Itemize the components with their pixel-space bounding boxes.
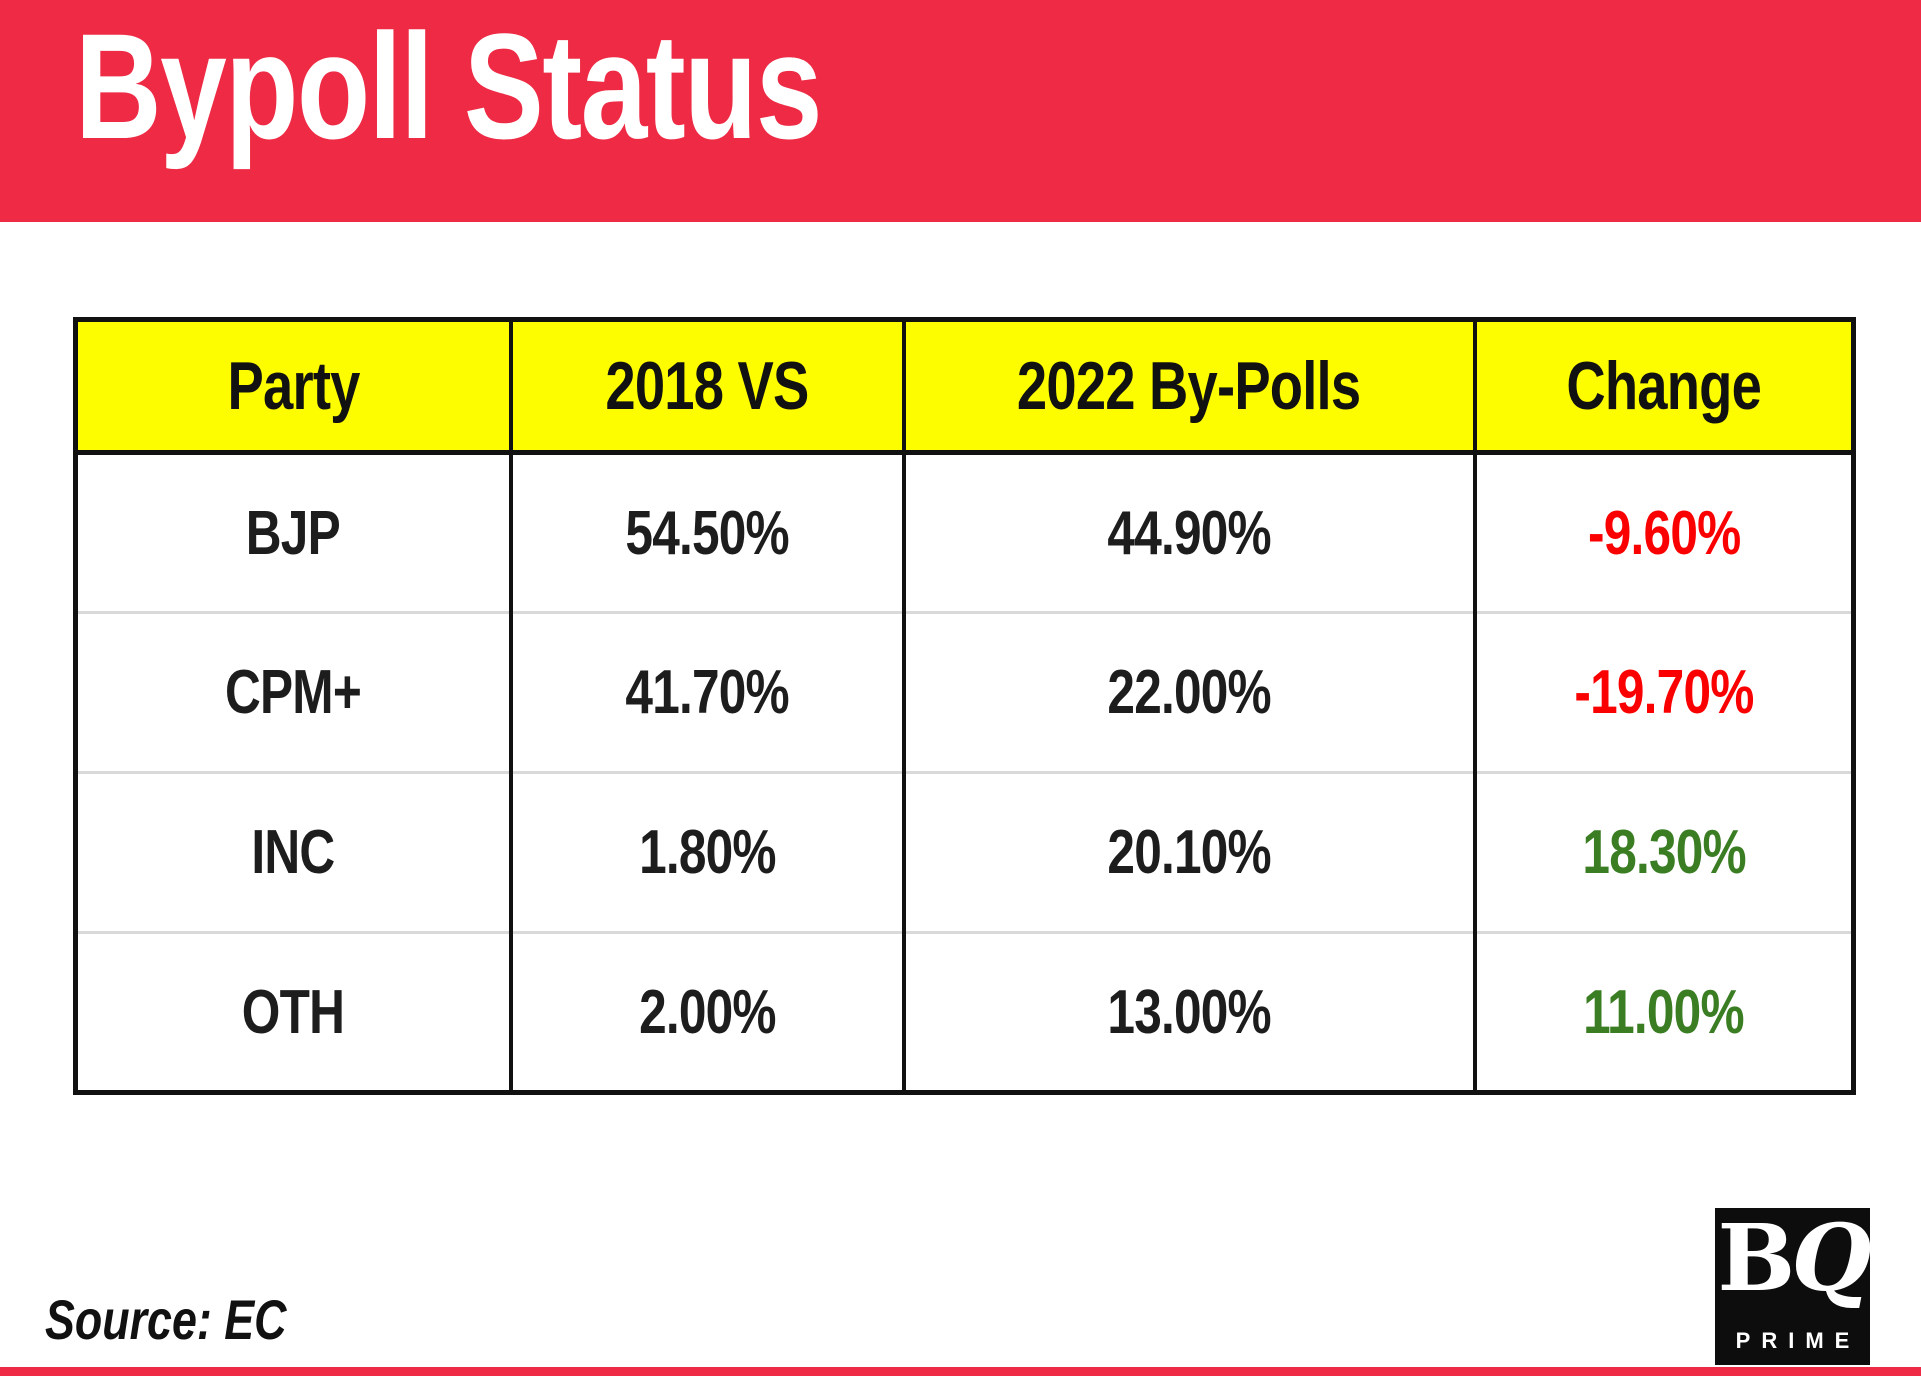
change-cell: 18.30% bbox=[1474, 771, 1854, 933]
change-value: 11.00% bbox=[1583, 977, 1745, 1047]
vs-2018-value: 41.70% bbox=[625, 658, 789, 727]
bq-logo-monogram: BQ bbox=[1715, 1208, 1872, 1308]
vs-2018-value: 2.00% bbox=[638, 977, 776, 1047]
change-value: -19.70% bbox=[1574, 658, 1754, 727]
change-cell: -9.60% bbox=[1474, 452, 1854, 613]
bottom-red-strip bbox=[0, 1367, 1921, 1376]
column-header-change: Change bbox=[1474, 319, 1854, 455]
column-header-party: Party bbox=[75, 319, 513, 455]
change-cell: -19.70% bbox=[1474, 611, 1854, 773]
table-header-row: Party 2018 VS 2022 By-Polls Change bbox=[75, 319, 1854, 455]
bypolls-2022-cell: 13.00% bbox=[903, 931, 1477, 1093]
party-cell: INC bbox=[75, 771, 513, 933]
bypolls-2022-value: 20.10% bbox=[1107, 818, 1271, 887]
header-banner: Bypoll Status bbox=[0, 0, 1921, 222]
party-name: CPM+ bbox=[225, 658, 362, 727]
bypolls-2022-value: 44.90% bbox=[1107, 498, 1271, 568]
change-value: -9.60% bbox=[1587, 498, 1741, 568]
bq-logo-q: Q bbox=[1791, 1204, 1871, 1312]
party-name: INC bbox=[251, 818, 336, 887]
table-row-oth: OTH 2.00% 13.00% 11.00% bbox=[75, 931, 1854, 1093]
vs-2018-cell: 1.80% bbox=[510, 771, 906, 933]
bypolls-2022-cell: 44.90% bbox=[903, 452, 1477, 613]
source-note: Source: EC bbox=[45, 1288, 287, 1351]
column-header-party-label: Party bbox=[227, 348, 360, 424]
bq-logo-prime-label: PRIME bbox=[1735, 1328, 1861, 1353]
change-value: 18.30% bbox=[1582, 818, 1746, 887]
party-name: OTH bbox=[242, 977, 345, 1047]
table-row-bjp: BJP 54.50% 44.90% -9.60% bbox=[75, 452, 1854, 613]
vs-2018-value: 1.80% bbox=[638, 818, 776, 887]
vs-2018-cell: 41.70% bbox=[510, 611, 906, 773]
table-row-cpm: CPM+ 41.70% 22.00% -19.70% bbox=[75, 611, 1854, 773]
column-header-change-label: Change bbox=[1566, 348, 1762, 424]
bypolls-2022-cell: 22.00% bbox=[903, 611, 1477, 773]
column-header-2022-bypolls: 2022 By-Polls bbox=[903, 319, 1477, 455]
party-cell: CPM+ bbox=[75, 611, 513, 773]
change-cell: 11.00% bbox=[1474, 931, 1854, 1093]
bypolls-2022-value: 13.00% bbox=[1107, 977, 1271, 1047]
page-title: Bypoll Status bbox=[75, 2, 823, 170]
party-cell: BJP bbox=[75, 452, 513, 613]
column-header-2018-vs: 2018 VS bbox=[510, 319, 906, 455]
vs-2018-cell: 2.00% bbox=[510, 931, 906, 1093]
column-header-2018-vs-label: 2018 VS bbox=[605, 348, 809, 424]
bypolls-2022-value: 22.00% bbox=[1107, 658, 1271, 727]
bypolls-2022-cell: 20.10% bbox=[903, 771, 1477, 933]
vs-2018-cell: 54.50% bbox=[510, 452, 906, 613]
party-cell: OTH bbox=[75, 931, 513, 1093]
bypoll-table: Party 2018 VS 2022 By-Polls Change BJP 5… bbox=[73, 317, 1856, 1095]
vs-2018-value: 54.50% bbox=[625, 498, 789, 568]
column-header-2022-bypolls-label: 2022 By-Polls bbox=[1017, 348, 1361, 424]
bq-logo-b: B bbox=[1717, 1204, 1796, 1312]
party-name: BJP bbox=[246, 498, 341, 568]
bq-prime-logo: BQ PRIME bbox=[1715, 1208, 1872, 1365]
table-row-inc: INC 1.80% 20.10% 18.30% bbox=[75, 771, 1854, 933]
